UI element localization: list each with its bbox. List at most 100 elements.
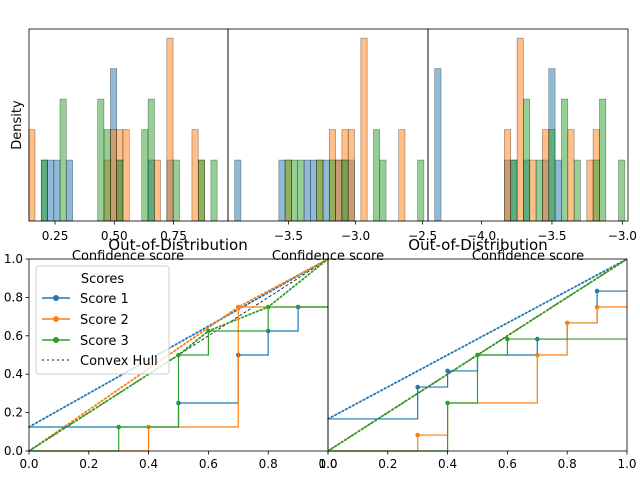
roc-2: 0.0 0.2 0.4 0.6 0.8 1.0: [318, 258, 637, 471]
hist-3-bar-s3-8: [599, 98, 607, 222]
hist-2-bar-s2-7: [360, 37, 368, 222]
legend-frame: [35, 265, 170, 375]
hist-1-bar-s2-5: [122, 129, 130, 222]
roc-1-title: Out-of-Distribution: [108, 236, 247, 254]
hist-2-bar-s2-6: [347, 129, 355, 222]
hist-3-bar-s1-7: [554, 159, 562, 222]
roc-2-frame: [327, 258, 628, 452]
hist-1-bar-s3-6: [141, 129, 149, 222]
roc-2-point-score-1-4: [594, 288, 600, 294]
hist-2-bar-s3-1: [284, 159, 292, 222]
hist-2-bar-s3-5: [328, 159, 336, 222]
hist-2-bar-s3-8: [379, 159, 387, 222]
hist-1-bar-s1-2: [47, 159, 55, 222]
hist-3-bar-s3-5: [561, 98, 569, 222]
hist-1-bar-s3-2: [59, 98, 67, 222]
hist-1-bar-s3-5: [116, 159, 124, 222]
roc-2-xtick-label: 0.8: [558, 457, 577, 471]
roc-2-point-score-3-3: [505, 336, 510, 342]
hist-1-bar-s3-7: [147, 98, 155, 222]
roc-2-point-score-2-2: [535, 352, 540, 358]
roc-1-ytick-label: 0.6: [4, 329, 23, 343]
hist-1-xtick-label: 0.75: [160, 229, 187, 243]
hist-3-bar-s1-1: [434, 68, 442, 222]
hist-3-xtick-label: −3.5: [537, 229, 566, 243]
hist-1-bar-s1-4: [66, 159, 73, 222]
hist-3-xlabel: Confidence score: [472, 249, 584, 264]
roc-2-curve-score-3: [328, 338, 627, 452]
hist-1-bar-s3-8: [172, 159, 180, 222]
roc-2-point-score-2-3: [564, 320, 570, 326]
roc-2-title: Out-of-Distribution: [408, 236, 547, 254]
legend-marker-score-3: [53, 337, 59, 343]
hist-1-bar-s2-1: [28, 129, 36, 222]
hist-2-xtick-label: −3.5: [274, 229, 303, 243]
legend-marker-score-1: [53, 295, 59, 301]
hist-1-bar-s2-3: [110, 129, 118, 222]
roc-2-xtick-label: 0.4: [438, 457, 457, 471]
hist-1-xtick-label: 0.25: [42, 229, 69, 243]
hist-1-bar-s3-1: [40, 159, 48, 222]
roc-1-xtick-label: 0.4: [139, 457, 158, 471]
hist-2-bar-s3-6: [341, 159, 349, 222]
hist-3-bar-s3-4: [548, 129, 556, 222]
roc-1-xtick-label: 0.2: [79, 457, 98, 471]
hist-1-bar-s3-4: [103, 129, 111, 222]
legend-title: Scores: [81, 272, 124, 287]
hist-3-bar-s3-6: [573, 159, 581, 222]
hist-3-bar-s3-2: [523, 98, 531, 222]
legend-label-score-2: Score 2: [80, 313, 129, 328]
hist-1-bar-s2-7: [166, 37, 174, 222]
roc-1-ytick-label: 0.8: [4, 290, 23, 304]
roc-1: 0.0 0.2 0.4 0.6 0.8 1.00.00.20.40.60.81.0: [4, 252, 338, 471]
hist-1: 0.25 0.50 0.75: [28, 28, 229, 243]
hist-2-bar-s3-9: [417, 159, 425, 222]
hist-1-bar-s2-6: [153, 159, 161, 222]
hist-2-xlabel: Confidence score: [272, 249, 384, 264]
roc-1-point-score-3-3: [206, 328, 211, 334]
roc-1-point-score-3-2: [176, 352, 181, 358]
roc-2-point-score-1-2: [445, 368, 450, 374]
hist-3-bar-s2-5: [567, 129, 575, 222]
hist-2-bar-s2-4: [335, 159, 343, 222]
roc-1-ytick-label: 0.0: [4, 444, 23, 458]
hist-3-bar-s2-1: [504, 129, 512, 222]
hist-3-bar-s2-4: [542, 129, 550, 222]
hist-3-bar-s3-3: [535, 159, 543, 222]
hist-3-bar-s2-6: [586, 159, 594, 222]
hist-3-xtick-label: −4.0: [467, 229, 496, 243]
hist-1-bar-s1-3: [53, 159, 61, 222]
hist-1-ylabel: Density: [10, 100, 25, 150]
hist-3-bar-s3-1: [510, 159, 518, 222]
roc-2-point-score-1-1: [415, 384, 421, 390]
hist-3: −4.0 −3.5 −3.0: [427, 28, 637, 243]
roc-2-hull-score-1: [327, 258, 628, 420]
hist-3-bar-s3-7: [592, 159, 600, 222]
hist-3-bar-s2-3: [529, 159, 537, 222]
roc-1-ytick-label: 0.4: [4, 367, 23, 381]
hist-1-bar-s3-10: [210, 159, 218, 222]
hist-1-xlabel: Confidence score: [72, 249, 184, 264]
hist-2-bar-s1-5: [322, 159, 330, 222]
legend-label-convex-hull: Convex Hull: [80, 354, 158, 369]
roc-2-xtick-label: 0.6: [498, 457, 517, 471]
roc-1-xtick-label: 0.6: [199, 457, 218, 471]
hist-3-bar-s3-9: [618, 159, 626, 222]
roc-2-curve-score-2: [328, 306, 627, 452]
roc-1-ytick-label: 0.2: [4, 406, 23, 420]
roc-1-curve-score-3: [29, 306, 328, 452]
roc-2-point-score-3-2: [475, 352, 480, 358]
roc-1-xtick-label: 0.8: [259, 457, 278, 471]
roc-2-point-score-2-4: [594, 304, 600, 310]
hist-2-bar-s1-1: [234, 159, 242, 222]
hist-2-bar-s3-4: [316, 159, 324, 222]
hist-3-bar-s2-2: [516, 37, 524, 222]
roc-1-point-score-2-2: [236, 304, 241, 310]
hist-2-bar-s1-4: [310, 159, 317, 222]
roc-1-ytick-label: 1.0: [4, 252, 23, 266]
hist-1-bar-s2-8: [191, 129, 199, 222]
legend-label-score-1: Score 1: [80, 292, 129, 307]
legend: Scores Score 1 Score 2 Score 3 Convex Hu…: [35, 265, 170, 375]
legend-marker-score-2: [53, 316, 59, 322]
